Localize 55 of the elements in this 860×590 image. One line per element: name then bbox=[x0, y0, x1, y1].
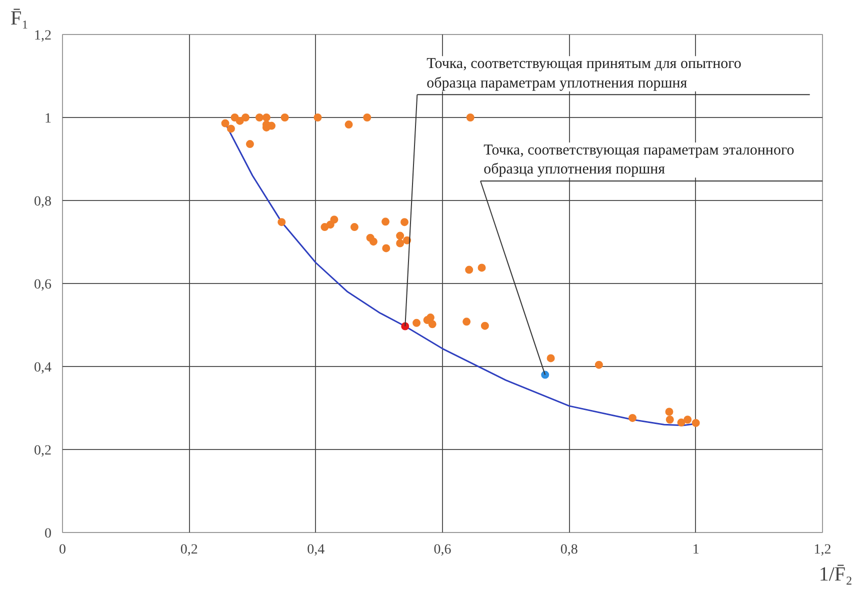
y-tick-label: 1 bbox=[44, 112, 52, 126]
point bbox=[344, 120, 353, 129]
point bbox=[314, 114, 322, 122]
point bbox=[465, 266, 474, 274]
y-tick-label: 0,2 bbox=[34, 444, 52, 458]
point bbox=[330, 216, 338, 224]
point bbox=[255, 114, 264, 122]
point bbox=[350, 223, 358, 232]
point bbox=[246, 140, 254, 148]
point bbox=[677, 418, 686, 427]
y-tick-label: 1,2 bbox=[34, 28, 52, 44]
point bbox=[242, 114, 250, 122]
point bbox=[692, 418, 700, 427]
point bbox=[401, 322, 410, 330]
x-tick-label: 0,4 bbox=[307, 542, 325, 558]
y-tick-label: 0,6 bbox=[34, 278, 52, 292]
y-axis-title: F̄₁ bbox=[10, 8, 29, 30]
point bbox=[466, 114, 474, 122]
point bbox=[363, 114, 372, 122]
y-tick-label: 0,4 bbox=[34, 360, 52, 376]
x-tick-label: 0,6 bbox=[434, 542, 452, 558]
point bbox=[280, 114, 289, 122]
point bbox=[594, 360, 603, 369]
point bbox=[665, 408, 674, 416]
point bbox=[666, 416, 674, 424]
point bbox=[400, 218, 408, 226]
point bbox=[546, 354, 555, 362]
point bbox=[396, 239, 404, 248]
point bbox=[412, 318, 421, 327]
x-tick-label: 0,8 bbox=[560, 542, 578, 558]
point bbox=[628, 414, 636, 422]
point bbox=[428, 320, 436, 328]
point bbox=[236, 116, 244, 125]
point bbox=[262, 114, 270, 122]
point bbox=[382, 218, 390, 226]
point bbox=[369, 238, 378, 246]
point bbox=[396, 232, 404, 240]
y-tick-label: 0 bbox=[44, 526, 52, 542]
point bbox=[226, 124, 235, 133]
point bbox=[480, 322, 489, 330]
point bbox=[541, 370, 550, 379]
point bbox=[382, 244, 390, 252]
point bbox=[684, 416, 692, 424]
point bbox=[478, 264, 486, 272]
y-tick-label: 0,8 bbox=[34, 194, 52, 210]
point bbox=[462, 318, 471, 326]
x-tick-label: 1 bbox=[692, 542, 700, 558]
point bbox=[278, 218, 286, 226]
x-axis-title: 1/F̄₂ bbox=[818, 564, 853, 586]
x-tick-label: 0 bbox=[59, 542, 66, 558]
point bbox=[221, 119, 230, 128]
x-tick-label: 1,2 bbox=[814, 542, 832, 558]
annotation: Точка, соответствующая параметрам эталонного образца уплотнения поршня bbox=[484, 142, 794, 178]
x-tick-label: 0,2 bbox=[180, 542, 198, 558]
annotation: Точка, соответствующая принятым для опытного образца параметрам уплотнения поршня bbox=[426, 56, 742, 92]
